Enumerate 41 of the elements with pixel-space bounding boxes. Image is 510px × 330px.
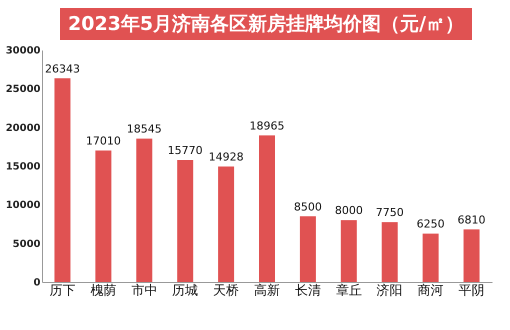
data-label: 17010 (86, 134, 121, 148)
data-label: 6250 (416, 218, 445, 231)
bar (259, 135, 275, 282)
data-label: 8000 (334, 204, 363, 218)
data-label: 26343 (44, 62, 80, 76)
x-tick-label: 平阴 (458, 284, 485, 298)
data-label: 15770 (168, 144, 203, 158)
bar (218, 166, 234, 282)
data-label: 14928 (208, 150, 244, 164)
x-tick-label: 商河 (418, 284, 444, 298)
bar (300, 216, 316, 282)
data-label: 18545 (126, 122, 162, 136)
x-tick-label: 市中 (131, 284, 158, 298)
bar (54, 78, 70, 282)
bar (95, 150, 112, 282)
y-tick-label: 5000 (12, 238, 41, 250)
x-tick-label: 济阳 (376, 284, 403, 298)
bar (464, 229, 480, 282)
data-label: 6810 (458, 213, 486, 226)
y-tick-label: 25000 (6, 84, 41, 96)
chart-title: 2023年5月济南各区新房挂牌均价图（元/㎡） (60, 8, 472, 40)
bar (422, 234, 439, 282)
x-tick-label: 高新 (254, 282, 280, 298)
x-tick-label: 长清 (294, 284, 321, 298)
data-label: 18965 (250, 119, 284, 132)
bar (177, 160, 194, 282)
x-tick-label: 槐荫 (90, 284, 116, 298)
bar (382, 222, 398, 282)
x-tick-label: 历城 (172, 284, 198, 298)
x-tick-label: 历下 (49, 284, 76, 298)
bar (340, 220, 357, 282)
y-tick-label: 0 (34, 278, 41, 288)
y-tick-label: 20000 (6, 122, 41, 134)
data-label: 7750 (376, 206, 404, 220)
y-tick-label: 15000 (6, 162, 41, 172)
y-tick-label: 30000 (6, 46, 41, 56)
x-tick-label: 章丘 (336, 284, 362, 298)
y-tick-label: 10000 (6, 200, 41, 212)
bar (136, 138, 152, 282)
x-tick-label: 天桥 (213, 284, 240, 298)
data-label: 8500 (294, 200, 322, 214)
